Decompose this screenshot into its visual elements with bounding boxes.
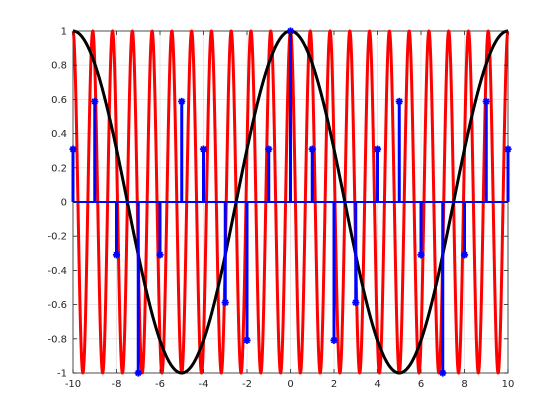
stem-marker-stroke <box>461 251 468 259</box>
stem-marker <box>69 145 77 153</box>
y-tick-label: 0.2 <box>51 163 67 174</box>
stem-marker <box>352 298 360 307</box>
x-tick-label: 6 <box>418 379 424 390</box>
stem-marker <box>265 145 273 153</box>
x-tick-label: -4 <box>199 379 209 390</box>
stem-marker-stroke <box>135 369 142 377</box>
x-tick-label: -10 <box>65 379 81 390</box>
stem-marker-stroke <box>91 98 98 105</box>
stem-marker <box>460 251 469 259</box>
stem-marker-stroke <box>265 145 272 153</box>
y-tick-label: -0.6 <box>47 300 67 311</box>
stem-marker <box>330 336 338 344</box>
x-tick-label: 10 <box>502 379 515 390</box>
stem-marker <box>504 145 512 153</box>
stem-marker-stroke <box>156 251 164 259</box>
stem-marker-stroke <box>330 337 338 344</box>
stem-marker <box>221 298 229 307</box>
stem-marker <box>482 97 490 106</box>
stem-marker-stroke <box>504 145 512 153</box>
x-tick-label: 8 <box>461 379 467 390</box>
x-tick-label: -2 <box>242 379 252 390</box>
stem-marker <box>439 369 447 377</box>
x-tick-label: 2 <box>331 379 337 390</box>
stem-marker <box>178 97 186 106</box>
stem-marker-stroke <box>243 337 251 344</box>
stem-marker-stroke <box>222 299 229 306</box>
stem-marker <box>112 251 121 259</box>
stem-marker <box>308 145 316 153</box>
stem-marker-stroke <box>439 369 446 377</box>
stem-marker <box>134 369 142 377</box>
y-tick-label: 0.6 <box>51 95 67 106</box>
stem-marker <box>243 336 251 344</box>
stem-marker <box>156 251 164 259</box>
stem-marker-stroke <box>200 145 207 153</box>
y-tick-label: -0.2 <box>47 232 67 243</box>
y-tick-label: 0 <box>61 198 67 209</box>
stem-marker <box>199 145 208 153</box>
stem-marker <box>91 97 99 106</box>
stem-marker-stroke <box>396 98 403 105</box>
stem-marker-stroke <box>483 98 490 105</box>
y-tick-label: -1 <box>57 369 67 380</box>
stem-marker-stroke <box>178 98 185 105</box>
stem-marker <box>373 145 382 153</box>
tick-layer: -10 -8 -6 -4 -2 0 2 4 6 8 10 -1 -0.8 -0.6 -0.4 -0.2 0 0.2… <box>47 27 514 391</box>
y-tick-label: 0.4 <box>51 129 67 140</box>
x-tick-label: 4 <box>374 379 380 390</box>
stem-marker-stroke <box>374 145 381 153</box>
stem-marker-stroke <box>352 299 359 306</box>
x-tick-label: -6 <box>155 379 165 390</box>
y-tick-label: 1 <box>61 27 67 38</box>
stem-marker-stroke <box>69 145 77 153</box>
plot-layer <box>69 27 512 377</box>
y-tick-label: 0.8 <box>51 61 67 72</box>
y-tick-label: -0.8 <box>47 334 67 345</box>
stem-marker <box>417 251 425 259</box>
y-tick-label: -0.4 <box>47 266 67 277</box>
stem-marker-stroke <box>113 251 120 259</box>
stem-marker-stroke <box>417 251 425 259</box>
x-tick-label: 0 <box>287 379 293 390</box>
stem-marker-stroke <box>309 145 316 153</box>
x-tick-label: -8 <box>112 379 122 390</box>
stem-marker <box>395 97 403 106</box>
